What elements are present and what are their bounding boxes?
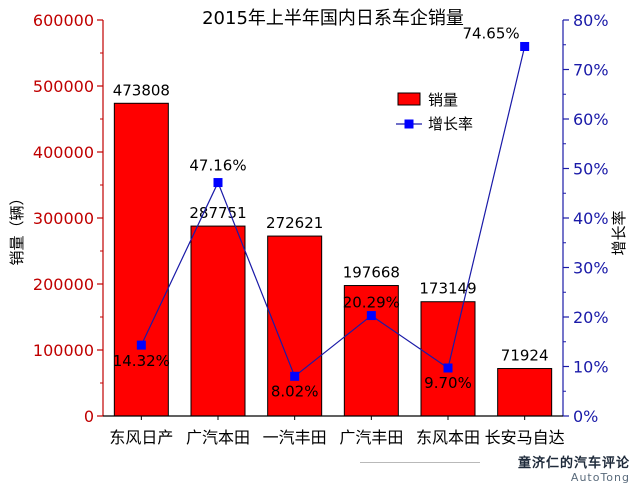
right-axis-tick-label-8: 80%: [573, 11, 609, 30]
bar-5: [497, 368, 553, 417]
bar-value-label-0: 473808: [113, 81, 170, 99]
left-axis-title: 销量（辆）: [8, 190, 26, 265]
bar-value-label-3: 197668: [343, 264, 400, 282]
bar-0: [113, 102, 169, 417]
chart-title: 2015年上半年国内日系车企销量: [202, 8, 464, 29]
x-axis-tick-label-1: 广汽本田: [186, 428, 250, 447]
left-axis-tick-label-1: 100000: [33, 341, 94, 360]
legend-swatch-marker: [404, 119, 414, 129]
growth-marker-5: [520, 41, 530, 51]
watermark-main: 童济仁的汽车评论: [517, 456, 630, 471]
right-axis-title: 增长率: [610, 210, 628, 255]
right-axis-tick-label-6: 60%: [573, 110, 609, 129]
growth-value-label-2: 8.02%: [271, 382, 319, 400]
growth-marker-0: [136, 340, 146, 350]
watermark-divider: [360, 462, 480, 463]
growth-marker-3: [366, 311, 376, 321]
right-axis-tick-label-5: 50%: [573, 160, 609, 179]
growth-marker-1: [213, 178, 223, 188]
right-axis-tick-label-4: 40%: [573, 209, 609, 228]
left-axis-tick-label-2: 200000: [33, 275, 94, 294]
growth-value-label-1: 47.16%: [189, 157, 246, 175]
left-axis-tick-label-5: 500000: [33, 77, 94, 96]
x-axis-tick-label-0: 东风日产: [109, 428, 173, 447]
right-axis-tick-label-2: 20%: [573, 308, 609, 327]
x-axis-tick-label-3: 广汽丰田: [339, 428, 403, 447]
growth-value-label-5: 74.65%: [462, 24, 519, 42]
bar-value-label-1: 287751: [189, 204, 246, 222]
growth-line: [140, 46, 526, 378]
bar-value-label-5: 71924: [501, 347, 549, 365]
bar-4: [420, 301, 476, 417]
left-axis-tick-label-3: 300000: [33, 209, 94, 228]
growth-value-label-0: 14.32%: [113, 352, 170, 370]
right-axis-tick-label-0: 0%: [573, 407, 598, 426]
right-axis-tick-label-7: 70%: [573, 61, 609, 80]
growth-value-label-4: 9.70%: [424, 374, 472, 392]
bar-3: [343, 285, 399, 417]
legend-swatch-sales: [397, 92, 421, 106]
growth-marker-4: [443, 363, 453, 373]
right-axis-tick-label-1: 10%: [573, 358, 609, 377]
x-axis-tick-label-4: 东风本田: [416, 428, 480, 447]
left-axis-tick-label-0: 0: [84, 407, 94, 426]
watermark-sub: AutoTong: [570, 471, 630, 484]
watermark: 童济仁的汽车评论 AutoTong: [360, 452, 630, 484]
bar-value-label-4: 173149: [419, 280, 476, 298]
growth-marker-2: [290, 371, 300, 381]
bar-1: [190, 225, 246, 417]
bar-value-label-2: 272621: [266, 214, 323, 232]
legend-label-sales: 销量: [428, 91, 458, 109]
left-axis-tick-label-4: 400000: [33, 143, 94, 162]
growth-value-label-3: 20.29%: [343, 294, 400, 312]
right-axis-tick-label-3: 30%: [573, 259, 609, 278]
x-axis-tick-label-2: 一汽丰田: [263, 428, 327, 447]
left-axis-tick-label-6: 600000: [33, 11, 94, 30]
legend-label-growth: 增长率: [428, 115, 473, 133]
x-axis-tick-label-5: 长安马自达: [485, 428, 565, 447]
bar-2: [267, 235, 323, 417]
